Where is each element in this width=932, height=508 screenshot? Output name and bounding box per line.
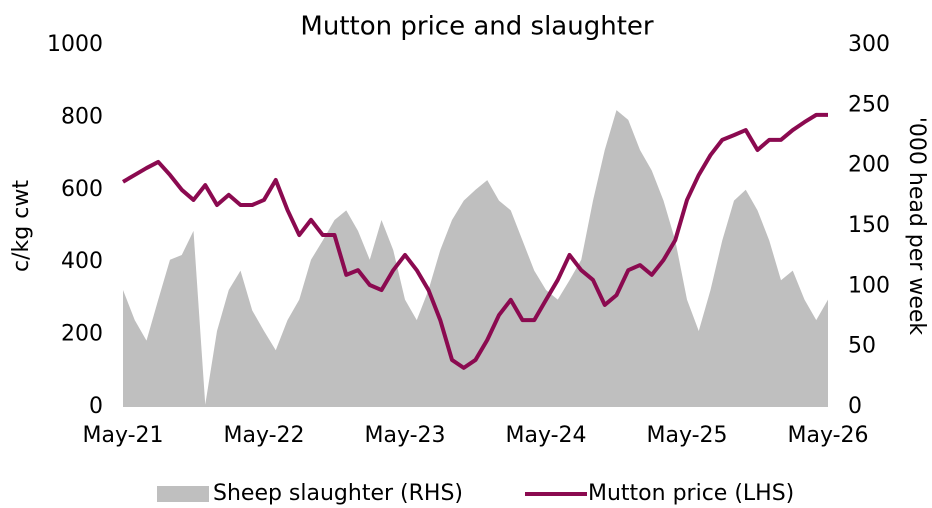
y-tick-label: 200: [61, 322, 103, 347]
y-tick-label: 600: [61, 177, 103, 202]
x-tick-label: May-24: [505, 423, 586, 448]
x-tick-label: May-25: [646, 423, 727, 448]
y2-tick-label: 300: [848, 32, 890, 57]
legend-label: Sheep slaughter (RHS): [213, 481, 463, 506]
slaughter-area: [123, 110, 828, 407]
y-axis-title: c/kg cwt: [9, 180, 34, 272]
y2-tick-label: 0: [848, 394, 862, 419]
y2-tick-label: 250: [848, 92, 890, 117]
y-tick-label: 800: [61, 104, 103, 129]
y-tick-label: 400: [61, 249, 103, 274]
legend-swatch: [157, 486, 209, 502]
y-tick-label: 0: [89, 394, 103, 419]
y2-tick-label: 200: [848, 153, 890, 178]
y2-axis-title: '000 head per week: [904, 117, 929, 336]
legend-label: Mutton price (LHS): [588, 481, 794, 506]
price-line: [121, 112, 828, 370]
y2-tick-label: 50: [848, 334, 876, 359]
x-tick-label: May-22: [223, 423, 304, 448]
x-tick-label: May-23: [364, 423, 445, 448]
y2-tick-label: 100: [848, 273, 890, 298]
x-tick-label: May-26: [787, 423, 868, 448]
chart-title: Mutton price and slaughter: [300, 12, 653, 42]
y2-tick-label: 150: [848, 213, 890, 238]
y-tick-label: 1000: [47, 32, 103, 57]
x-tick-label: May-21: [82, 423, 163, 448]
